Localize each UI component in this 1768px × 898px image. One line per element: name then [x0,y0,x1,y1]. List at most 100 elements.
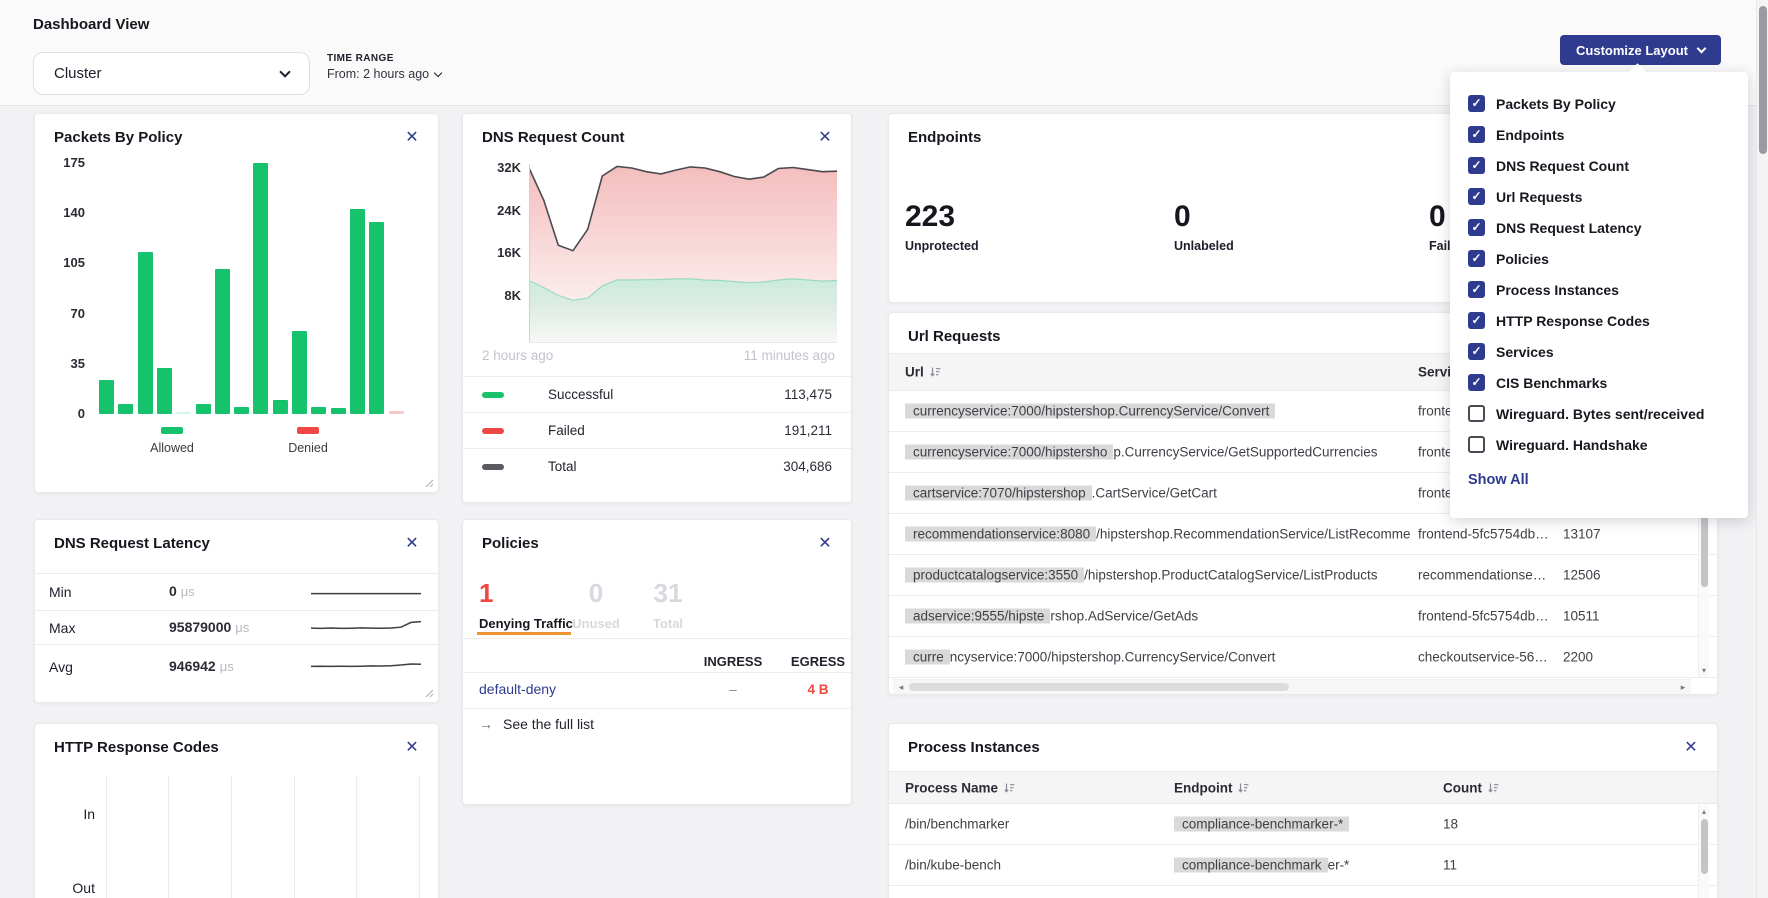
column-header-count[interactable]: Count [1443,780,1499,795]
time-range-label: TIME RANGE [327,53,441,64]
checkbox-checked-icon[interactable]: ✓ [1468,312,1485,329]
bar-allowed [176,412,191,414]
service-cell: recommendationse… [1418,568,1550,583]
policy-row: default-deny–4 B [463,672,851,708]
checkbox-unchecked-icon[interactable] [1468,405,1485,422]
legend-swatch [161,427,183,434]
layout-menu-item[interactable]: Wireguard. Handshake [1468,429,1738,460]
resize-grip-icon[interactable] [425,479,434,488]
checkbox-checked-icon[interactable]: ✓ [1468,250,1485,267]
count-cell: 10511 [1563,609,1600,624]
bar-allowed [350,209,365,414]
close-icon[interactable]: ✕ [402,534,422,554]
page-scrollbar[interactable] [1756,0,1768,898]
scroll-up-icon[interactable]: ▴ [1699,807,1709,816]
checkbox-checked-icon[interactable]: ✓ [1468,343,1485,360]
bar-allowed [234,407,249,414]
legend-row-successful: Successful113,475 [463,376,851,412]
layout-menu-item-label: HTTP Response Codes [1496,313,1650,329]
close-icon[interactable]: ✕ [1681,738,1701,758]
policy-tab-total[interactable]: 31Total [643,580,693,631]
policy-name-link[interactable]: default-deny [479,681,556,697]
close-icon[interactable]: ✕ [402,128,422,148]
layout-menu-item[interactable]: ✓Url Requests [1468,181,1738,212]
view-select-value: Cluster [54,65,102,82]
horizontal-scrollbar[interactable]: ◂ ▸ [893,679,1691,694]
url-table-row: currencyservice:7000/hipstershop.Currenc… [889,637,1717,678]
time-range-value[interactable]: From: 2 hours ago [327,67,441,81]
layout-menu-item-label: Packets By Policy [1496,96,1616,112]
sort-icon [1004,782,1015,793]
layout-menu-items: ✓Packets By Policy✓Endpoints✓DNS Request… [1468,88,1738,460]
endpoint-stat-unlabeled: 0Unlabeled [1174,202,1234,253]
checkbox-checked-icon[interactable]: ✓ [1468,219,1485,236]
card-packets-by-policy: Packets By Policy ✕ 03570105140175 Allow… [34,113,439,493]
stat-value: 0 [1174,202,1234,232]
legend-row-failed: Failed191,211 [463,412,851,448]
column-label: Endpoint [1174,780,1232,795]
column-header-endpoint[interactable]: Endpoint [1174,780,1249,795]
close-icon[interactable]: ✕ [402,738,422,758]
layout-menu-item[interactable]: ✓Policies [1468,243,1738,274]
checkbox-checked-icon[interactable]: ✓ [1468,188,1485,205]
layout-menu-item[interactable]: ✓ Services [1468,336,1738,367]
vertical-scrollbar[interactable]: ▴ [1698,805,1709,898]
latency-sparkline [311,616,421,639]
policy-tab-unused[interactable]: 0Unused [570,580,622,631]
legend-name: Total [548,459,577,474]
tab-value: 0 [570,580,622,606]
scroll-down-icon[interactable]: ▾ [1699,666,1709,675]
y-axis-tick: 24K [477,203,521,218]
card-title: HTTP Response Codes [54,739,219,756]
close-icon[interactable]: ✕ [815,128,835,148]
checkbox-checked-icon[interactable]: ✓ [1468,281,1485,298]
see-full-list-link[interactable]: → See the full list [479,716,594,732]
url-table-row: productcatalogservice:3550/hipstershop.P… [889,555,1717,596]
layout-menu-item[interactable]: ✓CIS Benchmarks [1468,367,1738,398]
column-header-url[interactable]: Url [905,365,941,380]
bar-allowed [331,408,346,414]
layout-menu-item[interactable]: ✓ HTTP Response Codes [1468,305,1738,336]
customize-layout-button[interactable]: Customize Layout [1560,35,1721,65]
service-cell: frontend-5fc5754db… [1418,609,1550,624]
bar-allowed [157,368,172,414]
policy-tab-denying-traffic[interactable]: 1Denying Traffic [479,580,573,631]
url-cell: productcatalogservice:3550/hipstershop.P… [905,568,1410,583]
scroll-right-icon[interactable]: ▸ [1677,682,1689,693]
scroll-left-icon[interactable]: ◂ [895,682,907,693]
layout-menu-item-label: Process Instances [1496,282,1619,298]
card-process-instances: Process Instances ✕ Process Name Endpoin… [888,723,1718,898]
legend-item-denied: Denied [263,427,353,455]
count-cell: 11 [1443,858,1457,873]
dashboard-screen: Dashboard View Cluster TIME RANGE From: … [0,0,1768,898]
highlighted-text: currencyservice:7000/hipstersho [905,445,1113,460]
y-axis-tick: 175 [43,155,85,170]
page-scrollbar-thumb[interactable] [1759,6,1767,154]
card-title: DNS Request Count [482,129,625,146]
layout-menu-item-label: Wireguard. Handshake [1496,437,1648,453]
column-header-process-name[interactable]: Process Name [905,780,1015,795]
latency-label: Min [49,584,169,600]
arrow-right-icon: → [479,716,493,732]
layout-menu-item-label: Services [1496,344,1554,360]
close-icon[interactable]: ✕ [815,534,835,554]
y-axis-tick: 140 [43,205,85,220]
service-cell: checkoutservice-56… [1418,650,1550,665]
layout-menu-item[interactable]: ✓ Packets By Policy [1468,88,1738,119]
resize-grip-icon[interactable] [425,689,434,698]
view-select[interactable]: Cluster [33,52,310,95]
checkbox-checked-icon[interactable]: ✓ [1468,126,1485,143]
show-all-link[interactable]: Show All [1468,472,1529,488]
checkbox-checked-icon[interactable]: ✓ [1468,95,1485,112]
checkbox-unchecked-icon[interactable] [1468,436,1485,453]
layout-menu-item[interactable]: ✓ Process Instances [1468,274,1738,305]
layout-menu-item[interactable]: Wireguard. Bytes sent/received [1468,398,1738,429]
layout-menu-item[interactable]: ✓DNS Request Count [1468,150,1738,181]
layout-menu-item[interactable]: ✓DNS Request Latency [1468,212,1738,243]
layout-menu-item[interactable]: ✓Endpoints [1468,119,1738,150]
card-title: Url Requests [908,328,1001,345]
card-title: DNS Request Latency [54,535,210,552]
checkbox-checked-icon[interactable]: ✓ [1468,157,1485,174]
card-dns-request-count: DNS Request Count ✕ 32K24K16K8K 2 hours … [462,113,852,503]
checkbox-checked-icon[interactable]: ✓ [1468,374,1485,391]
